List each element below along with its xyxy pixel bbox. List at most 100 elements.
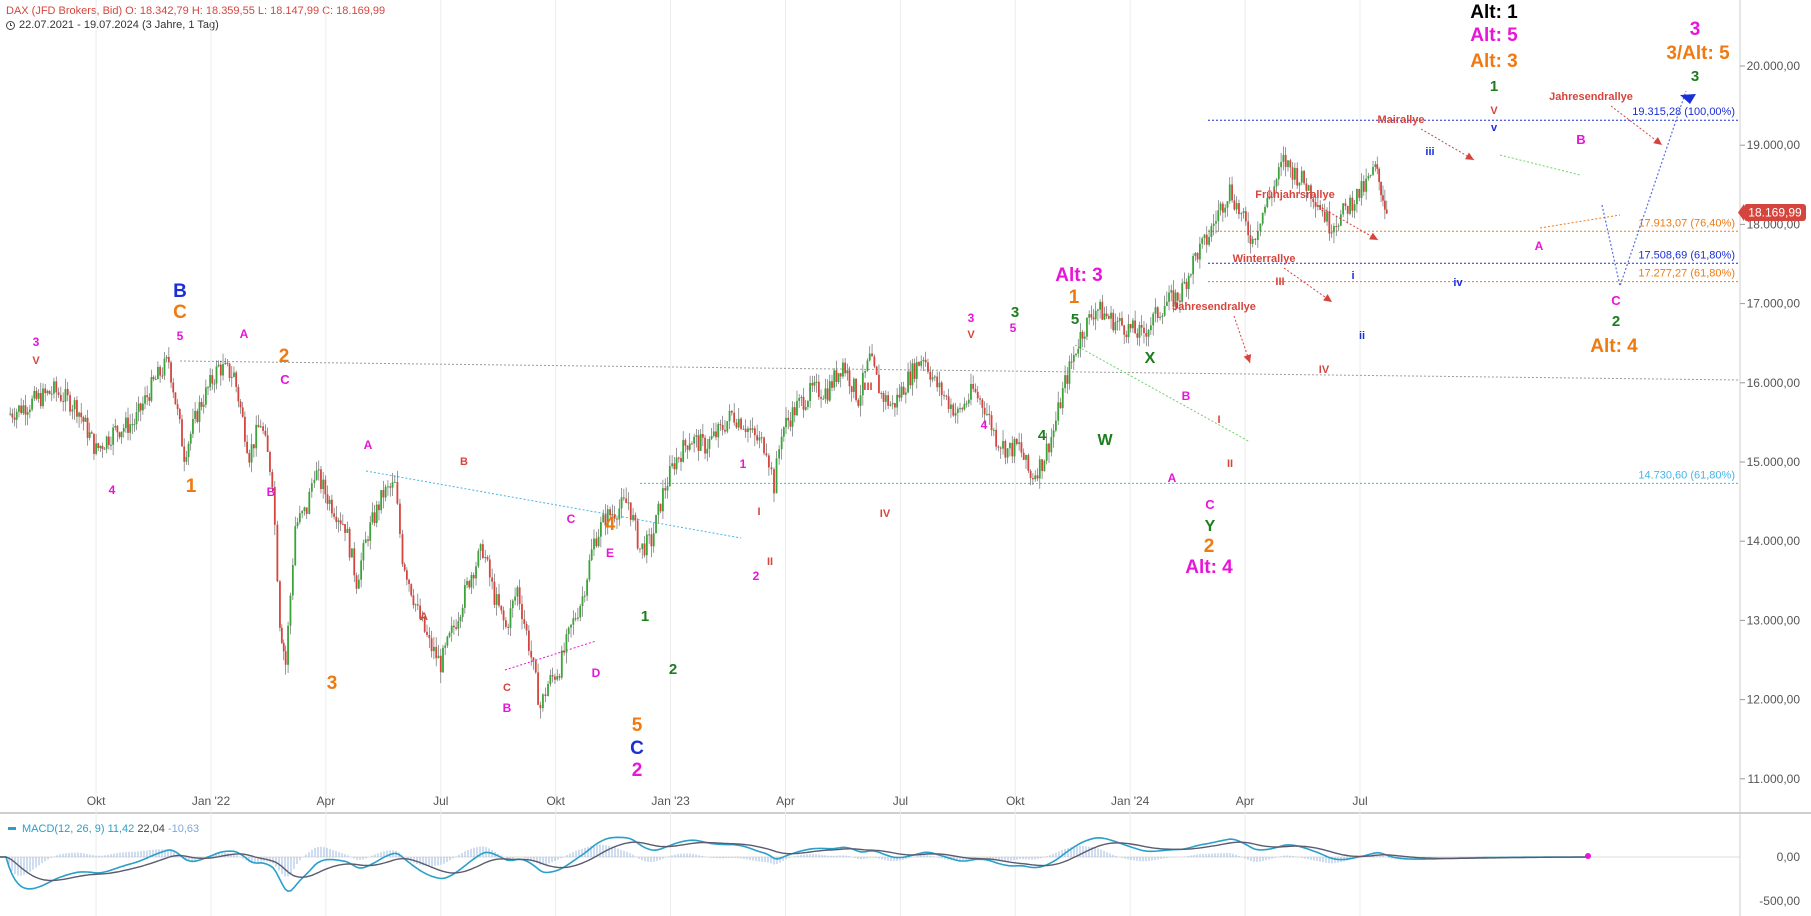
candle-body <box>1179 300 1181 302</box>
candle-body <box>595 538 598 547</box>
candle-body <box>701 433 704 438</box>
candle-body <box>1310 185 1312 199</box>
candle-body <box>399 503 401 534</box>
candle-body <box>787 417 790 421</box>
candle-body <box>255 424 258 449</box>
candle-body <box>521 604 523 620</box>
candle-body <box>1192 255 1195 275</box>
rally-arrow-icon <box>1653 136 1662 145</box>
candle-body <box>1328 211 1331 234</box>
candle-body <box>192 418 194 434</box>
wave-label: II <box>767 556 773 568</box>
wave-label: ii <box>1359 330 1365 342</box>
candle-body <box>393 481 396 483</box>
candle-body <box>1176 292 1179 301</box>
candle-body <box>813 381 816 386</box>
candle-body <box>988 413 991 416</box>
candle-body <box>539 704 542 709</box>
candle-body <box>491 577 494 582</box>
candle-body <box>719 424 722 426</box>
candle-body <box>1187 275 1190 289</box>
x-tick-label: Jul <box>433 794 448 808</box>
candle-body <box>837 373 840 383</box>
candle-body <box>763 437 765 454</box>
wave-label: V <box>967 329 975 341</box>
candle-body <box>211 375 214 384</box>
rally-arrow-icon <box>1465 152 1474 160</box>
candle-body <box>983 407 986 415</box>
candle-body <box>688 443 691 450</box>
candle-body <box>99 445 102 449</box>
wave-label: 5 <box>1071 311 1079 328</box>
candle-body <box>780 436 783 450</box>
candle-body <box>1083 336 1086 339</box>
candle-body <box>961 408 964 410</box>
wave-label: 3 <box>1690 19 1701 40</box>
candle-body <box>380 490 383 511</box>
trend-line <box>504 640 597 671</box>
candle-body <box>1217 210 1220 222</box>
candle-body <box>641 543 644 549</box>
candle-body <box>1006 448 1009 458</box>
candle-body <box>423 616 426 632</box>
candle-body <box>453 625 455 628</box>
candle-body <box>419 605 422 619</box>
wave-label: C <box>503 682 511 694</box>
candle-body <box>1219 203 1222 211</box>
candle-body <box>581 596 584 607</box>
candle-body <box>831 381 833 388</box>
candle-body <box>767 455 770 468</box>
candle-body <box>144 395 146 404</box>
candle-body <box>226 362 229 364</box>
candle-body <box>1208 237 1210 245</box>
wave-label: I <box>757 506 760 518</box>
candle-body <box>620 497 623 509</box>
trend-line <box>1499 154 1581 176</box>
candle-body <box>444 645 447 648</box>
macd-line <box>0 836 1590 893</box>
candle-body <box>516 587 519 597</box>
candle-body <box>298 513 301 523</box>
candle-body <box>244 416 246 442</box>
candle-body <box>922 359 925 362</box>
candle-body <box>500 605 503 611</box>
candle-body <box>1228 184 1231 202</box>
candle-body <box>1110 312 1112 319</box>
wave-label: IV <box>1319 364 1330 376</box>
candle-body <box>391 482 394 488</box>
candle-body <box>1291 167 1294 180</box>
candle-body <box>1088 314 1091 318</box>
last-price: 18.169,99 <box>1748 206 1802 220</box>
candle-body <box>527 630 530 651</box>
candle-body <box>613 514 616 519</box>
wave-label: 3/Alt: 5 <box>1666 43 1730 64</box>
candle-body <box>1261 212 1264 224</box>
candle-body <box>475 566 477 579</box>
candle-body <box>749 428 752 431</box>
candle-body <box>551 675 554 677</box>
candle-body <box>50 393 53 395</box>
wave-label: Alt: 3 <box>1470 51 1518 72</box>
candle-body <box>567 627 570 635</box>
candle-body <box>1011 442 1014 457</box>
candle-body <box>833 370 836 388</box>
candle-body <box>42 388 44 407</box>
candle-body <box>337 520 340 523</box>
rally-arrow-icon <box>1323 294 1332 302</box>
candle-body <box>733 412 736 423</box>
candle-body <box>1043 460 1046 471</box>
candle-body <box>167 356 170 363</box>
candle-body <box>554 676 556 680</box>
candle-body <box>71 409 74 412</box>
candle-body <box>219 364 222 376</box>
rally-arrow-line <box>1233 315 1251 364</box>
candle-body <box>122 428 125 432</box>
candle-body <box>627 502 630 504</box>
candle-body <box>1249 235 1252 244</box>
candle-body <box>1125 334 1128 338</box>
candle-body <box>200 401 203 407</box>
candle-body <box>1147 330 1150 337</box>
candle-body <box>1360 181 1363 198</box>
candle-body <box>46 390 49 394</box>
